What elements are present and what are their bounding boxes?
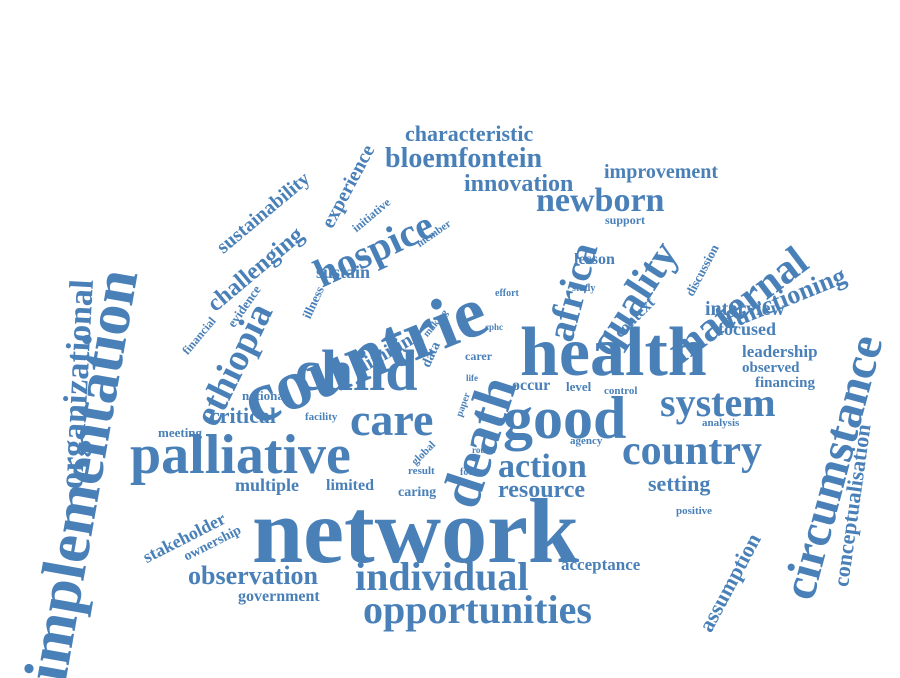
word-life: life	[466, 373, 478, 383]
word-carer: carer	[465, 349, 493, 363]
word-meeting: meeting	[158, 425, 203, 440]
word-leadership: leadership	[742, 342, 818, 361]
word-positive: positive	[676, 505, 713, 517]
word-focus: focus	[460, 467, 483, 478]
word-health: health	[520, 314, 707, 391]
word-innovation: innovation	[464, 171, 574, 197]
word-discussion: discussion	[682, 241, 722, 299]
word-government: government	[238, 588, 320, 605]
word-observed: observed	[742, 360, 800, 376]
word-study: study	[572, 283, 596, 294]
word-facility: facility	[305, 411, 338, 423]
word-improvement: improvement	[604, 161, 719, 183]
word-interview: interview	[705, 298, 785, 320]
word-action: action	[498, 448, 587, 485]
word-resource: resource	[498, 477, 586, 503]
word-good: good	[503, 385, 627, 451]
word-bloemfontein: bloemfontein	[385, 143, 543, 174]
word-critical: critical	[210, 403, 276, 428]
word-level: level	[566, 379, 592, 394]
word-palliative: palliative	[130, 424, 351, 486]
word-support: support	[605, 213, 646, 227]
word-setting: setting	[648, 471, 711, 496]
word-network: network	[252, 480, 580, 582]
word-result: result	[408, 465, 435, 477]
word-acceptance: acceptance	[561, 555, 641, 574]
word-system: system	[660, 380, 776, 425]
word-individual: individual	[355, 554, 529, 599]
word-limited: limited	[326, 477, 374, 494]
word-financial: financial	[179, 314, 219, 358]
word-occur: occur	[512, 377, 551, 394]
word-characteristic: characteristic	[405, 121, 534, 146]
word-national: national	[242, 388, 288, 403]
word-control: control	[604, 385, 638, 397]
word-multiple: multiple	[235, 475, 300, 495]
word-analysis: analysis	[702, 417, 740, 429]
word-agency: agency	[570, 435, 603, 447]
word-opportunities: opportunities	[363, 587, 592, 632]
word-financing: financing	[755, 375, 816, 391]
word-cphc: cphc	[485, 322, 503, 332]
word-observation: observation	[188, 561, 318, 590]
word-caring: caring	[398, 485, 437, 500]
word-round: round	[472, 445, 496, 455]
word-focused: focused	[718, 319, 776, 339]
word-child: child	[295, 338, 418, 403]
word-care: care	[350, 394, 434, 445]
word-assumption: assumption	[693, 529, 766, 636]
word-lesson: lesson	[574, 251, 615, 268]
word-country: country	[622, 428, 762, 474]
word-illness: illness	[299, 283, 328, 321]
word-sustain: sustain	[316, 262, 371, 282]
word-effort: effort	[495, 288, 519, 299]
word-newborn: newborn	[536, 182, 665, 219]
